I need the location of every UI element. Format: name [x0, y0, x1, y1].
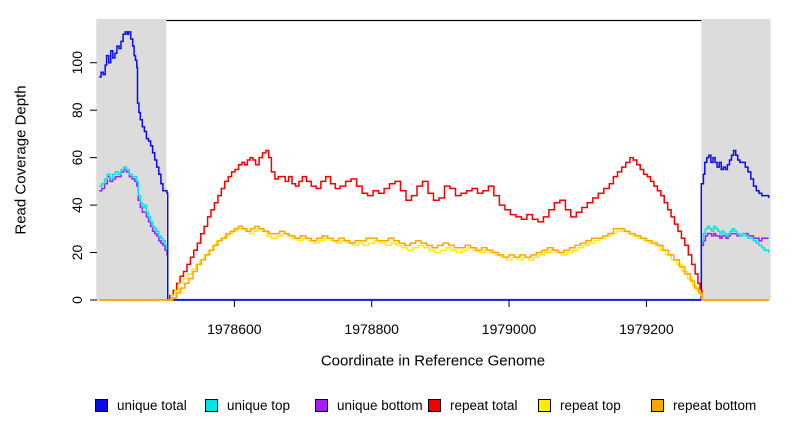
svg-text:60: 60: [69, 150, 85, 166]
svg-text:0: 0: [69, 296, 85, 304]
legend-swatch-unique-total-icon: [95, 399, 108, 412]
legend-item-repeat-total: repeat total: [428, 398, 518, 413]
svg-text:1978800: 1978800: [344, 321, 399, 337]
legend: unique total unique top unique bottom re…: [0, 398, 792, 416]
legend-label: unique total: [117, 398, 187, 413]
svg-text:20: 20: [69, 245, 85, 261]
svg-text:40: 40: [69, 197, 85, 213]
svg-text:1978600: 1978600: [207, 321, 262, 337]
legend-swatch-repeat-top-icon: [538, 399, 551, 412]
x-axis-title: Coordinate in Reference Genome: [320, 352, 546, 370]
legend-item-repeat-top: repeat top: [538, 398, 621, 413]
legend-swatch-unique-top-icon: [205, 399, 218, 412]
legend-swatch-repeat-total-icon: [428, 399, 441, 412]
legend-item-unique-top: unique top: [205, 398, 290, 413]
svg-text:1979000: 1979000: [482, 321, 537, 337]
legend-swatch-unique-bottom-icon: [315, 399, 328, 412]
legend-item-repeat-bottom: repeat bottom: [651, 398, 756, 413]
y-axis-title: Read Coverage Depth: [12, 85, 30, 235]
legend-item-unique-total: unique total: [95, 398, 187, 413]
legend-label: repeat total: [450, 398, 518, 413]
legend-item-unique-bottom: unique bottom: [315, 398, 423, 413]
legend-label: repeat top: [560, 398, 621, 413]
legend-label: unique top: [227, 398, 291, 413]
svg-text:80: 80: [69, 102, 85, 118]
legend-label: repeat bottom: [673, 398, 757, 413]
coverage-plot: 1978600 1978800 1979000 1979200 0 20 40 60 80 100: [69, 19, 771, 337]
svg-text:100: 100: [69, 51, 85, 75]
svg-text:1979200: 1979200: [619, 321, 674, 337]
legend-label: unique bottom: [337, 398, 423, 413]
legend-swatch-repeat-bottom-icon: [651, 399, 664, 412]
